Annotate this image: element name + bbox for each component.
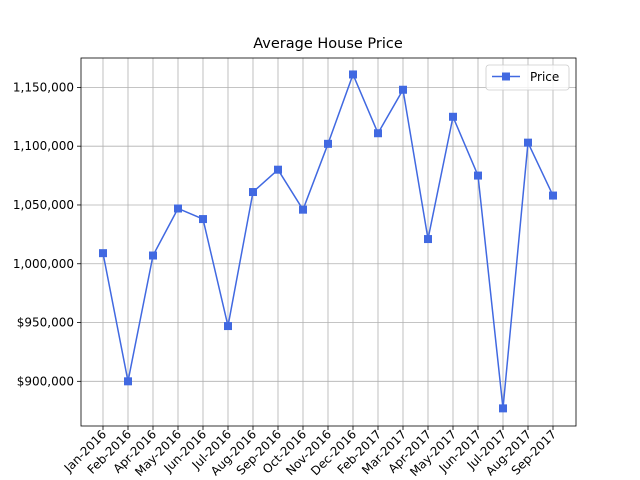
y-axis: $900,000 $950,000 1,000,000 1,050,000 1,100,… <box>13 80 81 388</box>
data-point <box>474 171 482 180</box>
data-point <box>374 129 382 138</box>
legend-label: Price <box>530 70 559 84</box>
data-point <box>124 377 132 386</box>
y-tick-label: 1,000,000 <box>13 257 74 271</box>
data-point <box>524 138 532 147</box>
y-tick-label: $950,000 <box>17 316 74 330</box>
y-tick-label: 1,050,000 <box>13 198 74 212</box>
chart-title: Average House Price <box>253 36 403 52</box>
data-point <box>424 235 432 244</box>
data-point <box>199 215 207 224</box>
data-point <box>299 205 307 214</box>
data-point <box>274 165 282 174</box>
data-point <box>99 249 107 258</box>
data-point <box>224 322 232 331</box>
data-point <box>399 85 407 94</box>
legend-marker <box>502 72 510 81</box>
plot-area-frame <box>80 57 577 427</box>
data-point <box>449 112 457 121</box>
y-tick-label: 1,150,000 <box>13 80 74 94</box>
data-point <box>549 191 557 200</box>
data-point <box>174 204 182 213</box>
data-point <box>324 139 332 148</box>
grid <box>81 58 576 426</box>
legend-box <box>485 64 570 91</box>
data-point <box>149 251 157 260</box>
y-tick-label: $900,000 <box>17 374 74 388</box>
data-point <box>349 70 357 79</box>
y-tick-label: 1,100,000 <box>13 139 74 153</box>
data-point <box>499 404 507 413</box>
data-point <box>249 188 257 197</box>
legend: Price <box>485 64 570 91</box>
series-price <box>99 70 557 413</box>
